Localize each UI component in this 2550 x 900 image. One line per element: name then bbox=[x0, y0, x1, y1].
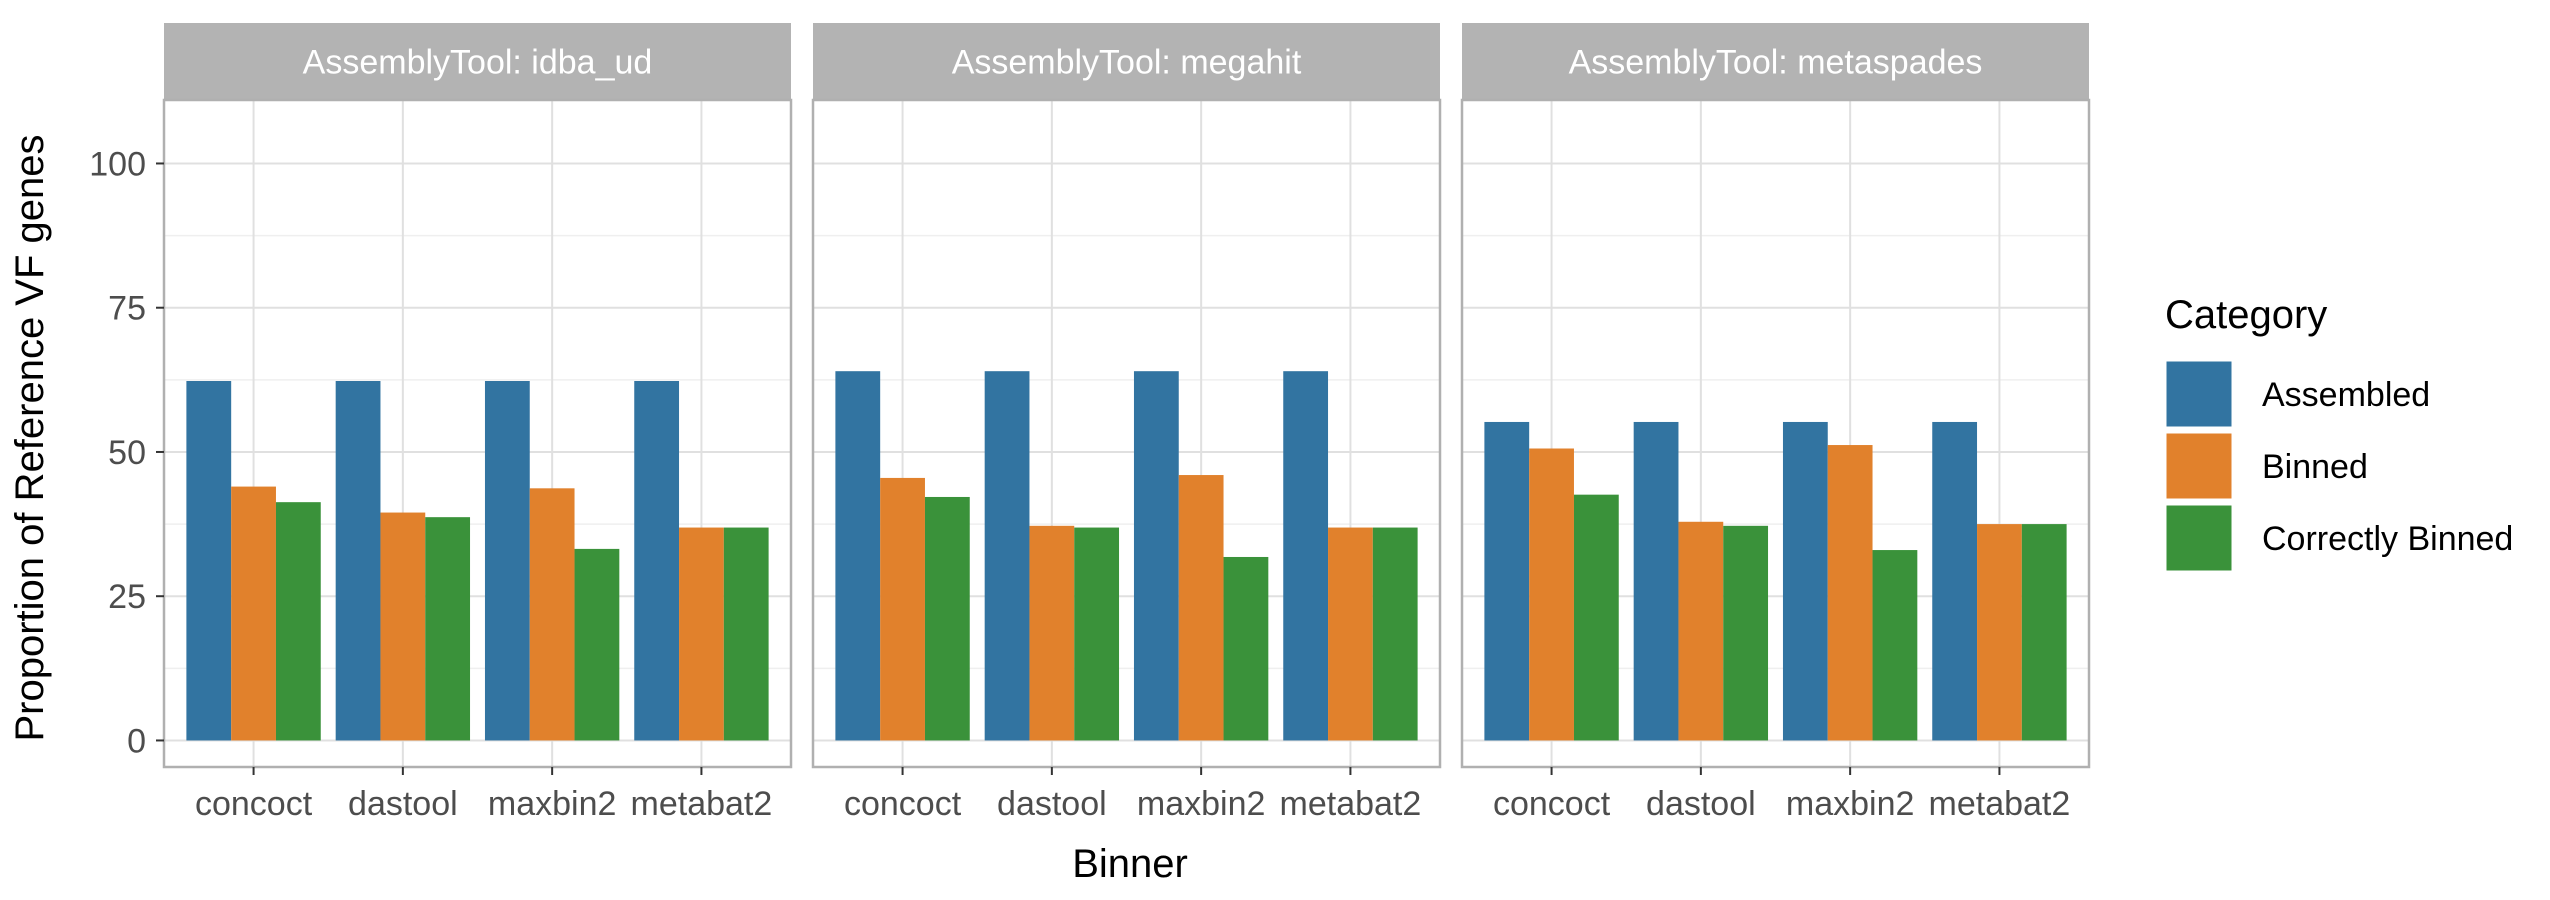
x-tick-label: maxbin2 bbox=[1137, 785, 1266, 823]
bar bbox=[1283, 371, 1329, 741]
bar bbox=[679, 527, 724, 741]
legend-key bbox=[2163, 502, 2235, 574]
bar bbox=[723, 527, 769, 741]
bar bbox=[529, 488, 575, 741]
y-axis-title: Proportion of Reference VF genes bbox=[8, 134, 52, 741]
bar bbox=[1372, 527, 1418, 741]
bar bbox=[186, 380, 232, 741]
bar bbox=[1223, 556, 1269, 741]
y-tick-label: 50 bbox=[108, 434, 146, 472]
legend-items: Assembled Binned Correctly Binned bbox=[2163, 358, 2513, 574]
bar bbox=[1827, 445, 1873, 741]
bar bbox=[634, 380, 680, 741]
y-tick-label: 100 bbox=[89, 145, 146, 183]
panel-border bbox=[811, 98, 1442, 769]
bar bbox=[1872, 550, 1918, 741]
bar bbox=[1029, 525, 1075, 741]
bar bbox=[2021, 524, 2067, 741]
x-tick-label: metabat2 bbox=[1280, 785, 1422, 823]
x-tick-label: concoct bbox=[844, 785, 962, 823]
x-tick-label: dastool bbox=[997, 785, 1107, 823]
legend-label: Binned bbox=[2262, 448, 2368, 486]
bar bbox=[1573, 494, 1619, 741]
bar bbox=[335, 380, 381, 741]
bar bbox=[1484, 421, 1530, 741]
legend-key bbox=[2163, 430, 2235, 502]
facet-strip-label: AssemblyTool: idba_ud bbox=[303, 44, 653, 82]
bar bbox=[924, 496, 970, 741]
x-tick-label: concoct bbox=[195, 785, 313, 823]
bar bbox=[1932, 421, 1978, 741]
bar bbox=[484, 380, 530, 741]
x-tick-label: metabat2 bbox=[1929, 785, 2071, 823]
bar bbox=[1782, 421, 1828, 741]
legend-key bbox=[2163, 358, 2235, 430]
legend-label: Assembled bbox=[2262, 376, 2430, 414]
legend-label: Correctly Binned bbox=[2262, 520, 2513, 558]
facet-strip bbox=[813, 23, 1440, 100]
bar bbox=[574, 548, 620, 741]
panel-border bbox=[162, 98, 793, 769]
x-tick-label: maxbin2 bbox=[1786, 785, 1915, 823]
facet-strip-label: AssemblyTool: metaspades bbox=[1569, 44, 1983, 82]
facet-panel: AssemblyTool: metaspades concoct dastool ma… bbox=[1460, 23, 2091, 823]
bar bbox=[880, 477, 925, 741]
legend-title: Category bbox=[2165, 293, 2327, 337]
x-tick-label: concoct bbox=[1493, 785, 1611, 823]
bar bbox=[1529, 448, 1574, 741]
bar bbox=[984, 371, 1030, 741]
y-tick-label: 0 bbox=[127, 722, 146, 760]
y-tick-label: 75 bbox=[108, 290, 146, 328]
x-tick-label: dastool bbox=[1646, 785, 1756, 823]
x-tick-label: metabat2 bbox=[631, 785, 773, 823]
bar bbox=[1074, 527, 1120, 741]
x-axis-title: Binner bbox=[1072, 842, 1188, 886]
legend: Category Assembled Binned Correctly Binned bbox=[2163, 293, 2513, 574]
panel-border bbox=[1460, 98, 2091, 769]
y-tick-label: 25 bbox=[108, 578, 146, 616]
bar bbox=[380, 512, 426, 741]
x-tick-label: maxbin2 bbox=[488, 785, 617, 823]
facet-strip bbox=[1462, 23, 2089, 100]
facet-strip-label: AssemblyTool: megahit bbox=[952, 44, 1302, 82]
bar bbox=[1678, 521, 1724, 741]
bar bbox=[425, 517, 471, 741]
bar bbox=[1723, 525, 1769, 741]
bar bbox=[231, 486, 276, 741]
bar bbox=[275, 502, 321, 741]
bar bbox=[1977, 524, 2022, 741]
x-tick-label: dastool bbox=[348, 785, 458, 823]
bar bbox=[1178, 475, 1224, 741]
bar bbox=[1133, 371, 1179, 741]
bar bbox=[835, 371, 881, 741]
bar bbox=[1328, 527, 1373, 741]
bar bbox=[1633, 421, 1679, 741]
facet-panel: AssemblyTool: megahit concoct dastool maxbi… bbox=[811, 23, 1442, 823]
facet-strip bbox=[164, 23, 791, 100]
y-axis: 0 25 50 75 100 bbox=[89, 145, 164, 760]
